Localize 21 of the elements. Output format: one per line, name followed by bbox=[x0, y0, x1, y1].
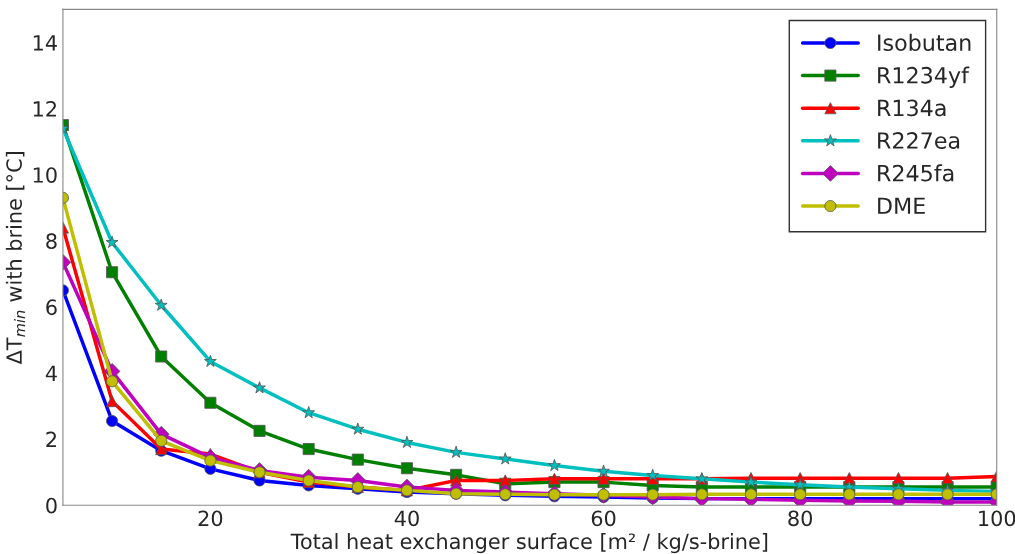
legend-label: R245fa bbox=[878, 164, 954, 182]
x-axis-title: Total heat exchanger surface [m² / kg/s-brine] bbox=[290, 533, 768, 554]
y-tick-label: 12 bbox=[33, 101, 56, 117]
legend-label: DME bbox=[878, 197, 925, 214]
y-tick-label: 14 bbox=[33, 35, 57, 51]
legend-label: R1234yf bbox=[878, 66, 970, 88]
y-tick-label: 8 bbox=[46, 233, 57, 250]
y-tick-label: 10 bbox=[33, 167, 57, 183]
legend-label: R134a bbox=[878, 99, 946, 117]
y-tick-label: 4 bbox=[45, 365, 57, 381]
x-tick-label: 60 bbox=[591, 510, 616, 527]
x-tick-label: 20 bbox=[198, 510, 223, 527]
y-tick-label: 0 bbox=[46, 497, 57, 514]
y-tick-label: 6 bbox=[46, 299, 57, 316]
legend-label: Isobutan bbox=[878, 33, 971, 52]
x-tick-label: 80 bbox=[788, 510, 813, 527]
y-tick-label: 2 bbox=[46, 431, 56, 448]
x-tick-label: 100 bbox=[979, 510, 1015, 527]
x-tick-label: 40 bbox=[394, 510, 419, 527]
y-axis-title: ΔT$_{min}$ with brine [°C] bbox=[5, 152, 26, 365]
legend-label: R227ea bbox=[878, 132, 960, 149]
